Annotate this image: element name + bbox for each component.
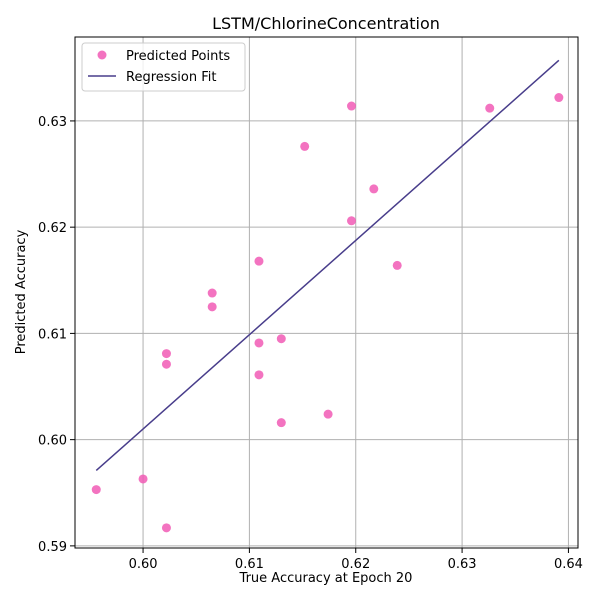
scatter-point: [254, 338, 264, 348]
grid-lines: [75, 37, 578, 548]
scatter-point: [323, 409, 333, 419]
scatter-points-layer: [91, 93, 564, 533]
legend-label-regression-fit: Regression Fit: [126, 70, 216, 85]
legend-box: [81, 42, 246, 92]
x-tick-label: 0.61: [235, 557, 264, 572]
y-axis-label: Predicted Accuracy: [14, 229, 29, 354]
scatter-point: [300, 141, 310, 151]
scatter-point: [254, 370, 264, 380]
legend-label-predicted-points: Predicted Points: [126, 49, 230, 64]
scatter-point: [392, 260, 402, 270]
regression-fit-line: [95, 59, 560, 472]
scatter-point: [207, 288, 217, 298]
x-tick-label: 0.64: [554, 557, 583, 572]
scatter-point: [138, 474, 148, 484]
x-tick-label: 0.62: [341, 557, 370, 572]
x-tick-label: 0.63: [448, 557, 477, 572]
scatter-point: [276, 334, 286, 344]
y-axis-ticks: 0.59 0.60 0.61 0.62 0.63: [38, 115, 75, 555]
scatter-point: [485, 103, 495, 113]
x-axis-label: True Accuracy at Epoch 20: [239, 571, 413, 586]
scatter-point: [346, 216, 356, 226]
scatter-point: [91, 485, 101, 495]
scatter-point: [554, 93, 564, 103]
chart-title: LSTM/ChlorineConcentration: [212, 14, 440, 33]
y-tick-label: 0.62: [38, 221, 67, 236]
scatter-point: [161, 349, 171, 359]
scatter-point: [161, 359, 171, 369]
regression-line-layer: [95, 59, 560, 472]
scatter-point: [346, 101, 356, 111]
plot-area-frame: [74, 36, 579, 549]
scatter-point: [276, 418, 286, 428]
y-tick-label: 0.63: [38, 115, 67, 130]
scatter-point: [161, 523, 171, 533]
x-tick-label: 0.60: [129, 557, 158, 572]
legend: Predicted Points Regression Fit: [81, 42, 246, 92]
scatter-point: [254, 256, 264, 266]
legend-marker-predicted-points: [97, 50, 107, 60]
y-tick-label: 0.61: [38, 327, 67, 342]
y-tick-label: 0.60: [38, 434, 67, 449]
x-axis-ticks: 0.60 0.61 0.62 0.63 0.64: [129, 548, 583, 572]
scatter-point: [207, 302, 217, 312]
scatter-point: [369, 184, 379, 194]
y-tick-label: 0.59: [38, 540, 67, 555]
